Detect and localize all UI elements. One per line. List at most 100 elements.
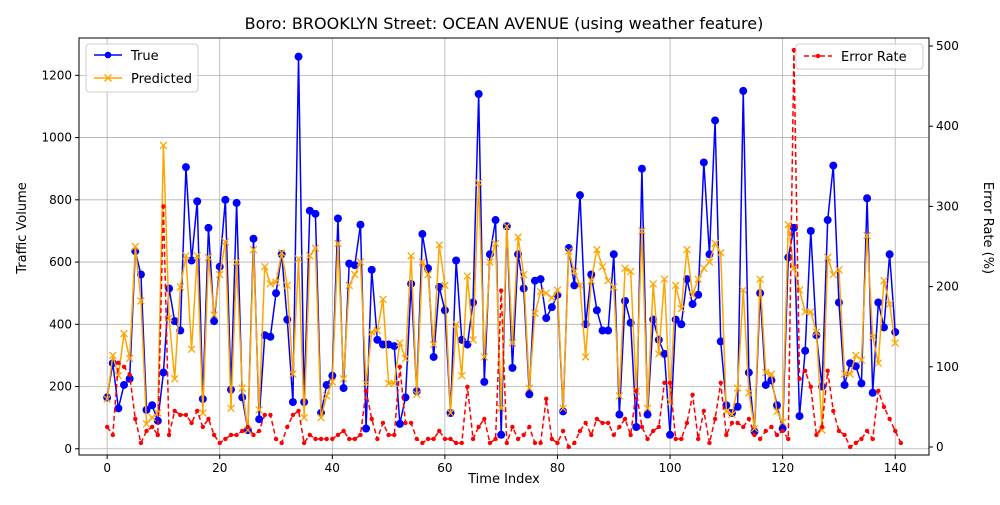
point-error-rate xyxy=(363,388,369,394)
point-error-rate xyxy=(482,416,487,422)
point-error-rate xyxy=(149,424,155,430)
point-true xyxy=(181,163,190,172)
point-true xyxy=(187,256,196,265)
point-error-rate xyxy=(189,420,194,426)
point-predicted xyxy=(570,267,579,276)
point-predicted xyxy=(767,370,776,378)
point-error-rate xyxy=(667,380,673,386)
point-error-rate xyxy=(161,204,166,209)
point-predicted xyxy=(474,178,483,187)
point-predicted xyxy=(159,141,168,150)
point-true xyxy=(632,422,641,431)
y2-tick-label: 400 xyxy=(936,119,959,133)
point-error-rate xyxy=(172,408,177,414)
point-true xyxy=(204,223,213,232)
point-true xyxy=(604,326,613,335)
point-true xyxy=(480,377,489,386)
point-true xyxy=(395,419,404,428)
point-predicted xyxy=(401,354,410,363)
point-true xyxy=(452,256,461,265)
y-tick-label: 1200 xyxy=(41,68,72,82)
point-predicted xyxy=(688,290,697,299)
point-error-rate xyxy=(487,440,493,446)
point-error-rate xyxy=(802,368,808,373)
point-true xyxy=(767,376,776,385)
point-true xyxy=(350,261,359,270)
point-error-rate xyxy=(104,424,110,430)
point-true xyxy=(232,198,241,207)
point-predicted xyxy=(266,279,275,288)
point-error-rate xyxy=(408,420,414,426)
point-error-rate xyxy=(380,420,386,426)
point-predicted xyxy=(435,241,444,249)
point-error-rate xyxy=(746,416,752,422)
point-predicted xyxy=(469,335,477,344)
point-error-rate xyxy=(842,432,847,438)
series-layer xyxy=(103,47,904,450)
point-error-rate xyxy=(769,424,774,430)
point-error-rate xyxy=(876,388,881,394)
point-true xyxy=(801,346,810,355)
point-error-rate xyxy=(369,416,374,422)
point-predicted xyxy=(778,418,787,427)
point-error-rate xyxy=(814,432,819,438)
point-error-rate xyxy=(217,440,222,446)
point-predicted xyxy=(311,244,320,252)
point-predicted xyxy=(328,378,337,386)
point-error-rate xyxy=(673,436,678,442)
point-error-rate xyxy=(504,440,510,446)
point-error-rate xyxy=(155,432,161,438)
point-predicted xyxy=(519,270,528,279)
point-true xyxy=(114,404,123,413)
x-axis-label: Time Index xyxy=(467,472,540,487)
point-error-rate xyxy=(859,436,864,442)
point-predicted xyxy=(221,237,230,246)
point-predicted xyxy=(654,350,663,358)
point-error-rate xyxy=(864,428,870,434)
point-error-rate xyxy=(335,432,341,438)
point-predicted xyxy=(868,332,877,341)
point-error-rate xyxy=(245,424,251,430)
legend-predicted-label: Predicted xyxy=(131,72,192,87)
point-predicted xyxy=(891,339,900,347)
point-true xyxy=(615,410,624,419)
point-error-rate xyxy=(617,424,622,430)
point-true xyxy=(508,363,517,372)
legend-true-marker xyxy=(104,51,112,59)
point-true xyxy=(356,220,365,229)
point-true xyxy=(272,289,281,298)
point-error-rate xyxy=(290,412,296,418)
point-true xyxy=(834,298,843,307)
point-error-rate xyxy=(138,440,144,446)
point-true xyxy=(311,209,320,218)
point-error-rate xyxy=(628,432,633,438)
point-predicted xyxy=(683,245,691,254)
point-predicted xyxy=(660,275,669,284)
point-predicted xyxy=(463,272,472,280)
point-predicted xyxy=(761,368,770,377)
point-predicted xyxy=(745,388,753,397)
point-true xyxy=(666,430,675,439)
point-predicted xyxy=(238,384,247,392)
point-predicted xyxy=(232,258,241,266)
point-predicted xyxy=(531,309,539,318)
point-error-rate xyxy=(853,440,859,446)
point-predicted xyxy=(289,370,297,378)
point-true xyxy=(654,335,663,344)
point-predicted xyxy=(317,413,325,422)
point-true xyxy=(711,116,720,125)
y2-tick-label: 200 xyxy=(936,280,959,294)
point-error-rate xyxy=(476,424,481,430)
point-predicted xyxy=(773,407,781,416)
point-error-rate xyxy=(555,440,560,446)
point-error-rate xyxy=(566,444,571,450)
point-error-rate xyxy=(493,436,498,442)
legend-right: Error Rate xyxy=(795,43,924,70)
point-predicted xyxy=(294,255,303,263)
point-true xyxy=(879,323,888,332)
point-true xyxy=(637,164,646,173)
point-predicted xyxy=(835,265,843,274)
point-predicted xyxy=(367,328,376,336)
point-true xyxy=(744,368,753,377)
